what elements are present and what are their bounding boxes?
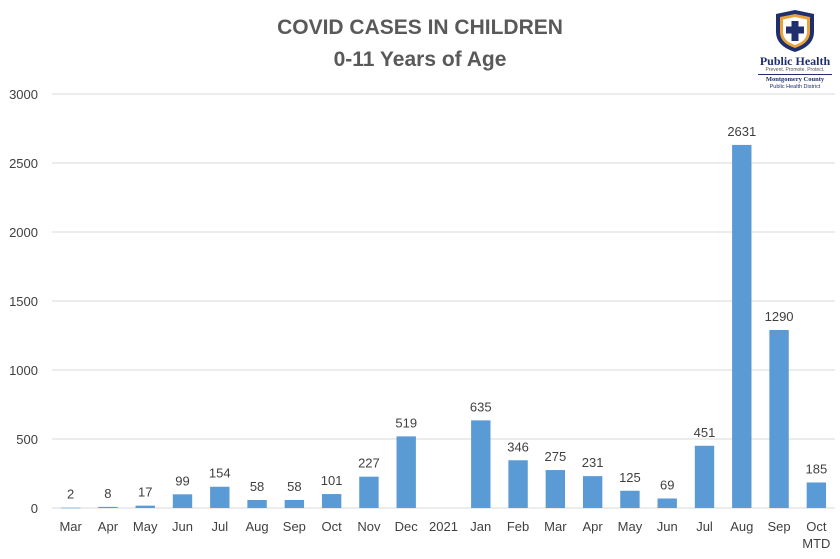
chart-title: COVID CASES IN CHILDREN [277,16,563,39]
data-label: 99 [175,473,189,488]
x-tick-label: Mar [59,519,82,534]
data-label: 69 [660,477,674,492]
x-tick-label: Apr [98,519,119,534]
logo-district: Public Health District [769,84,821,90]
x-tick-label: Nov [357,519,381,534]
bar [284,499,305,508]
data-label: 1290 [765,309,794,324]
logo-county: Montgomery County [765,76,825,83]
y-tick-label: 1000 [9,363,38,378]
bar [247,499,267,508]
y-tick-label: 3000 [9,87,38,102]
data-label: 346 [507,439,529,454]
data-label: 154 [209,466,231,481]
public-health-logo: Public Health Prevent. Promote. Protect.… [752,8,838,98]
data-label: 231 [582,455,604,470]
x-tick-label: Jul [211,519,228,534]
data-label: 451 [694,425,716,440]
bar [359,476,379,508]
x-tick-label: Mar [544,519,567,534]
y-tick-label: 0 [31,501,38,516]
data-label: 58 [287,479,301,494]
data-label: 227 [358,456,380,471]
data-label: 519 [395,415,417,430]
x-tick-label: Sep [768,519,791,534]
bar [60,507,81,509]
bar [694,445,715,508]
data-label: 58 [250,479,264,494]
data-label: 2631 [727,124,756,139]
bar [98,506,118,508]
bar [135,505,155,508]
bar [172,494,193,508]
bar [210,486,230,508]
x-tick-label: Aug [246,519,269,534]
bar [396,436,416,508]
y-tick-label: 2500 [9,156,38,171]
bar [806,482,827,508]
bar [582,476,603,508]
logo-name: Public Health [759,54,831,68]
x-tick-label: Feb [507,519,529,534]
x-tick-label: Jun [172,519,193,534]
data-label: 2 [67,487,74,502]
bar [769,329,789,508]
bar [657,498,677,508]
bar [321,494,342,508]
x-tick-label: May [133,519,158,534]
x-tick-label: 2021 [429,519,458,534]
logo-divider [758,74,832,75]
y-tick-label: 2000 [9,225,38,240]
logo-tagline: Prevent. Promote. Protect. [765,67,825,73]
data-label: 101 [321,473,343,488]
chart-subtitle: 0-11 Years of Age [333,48,507,71]
bar [732,144,752,508]
data-label: 125 [619,470,641,485]
x-tick-label: Dec [395,519,419,534]
data-label: 275 [545,449,567,464]
shield-cross-icon [776,10,814,52]
x-tick-label: Jul [696,519,713,534]
x-tick-label: Oct [322,519,343,534]
data-label: 17 [138,485,152,500]
bar [508,460,528,508]
bar [545,470,566,508]
x-tick-label: Oct [806,519,827,534]
x-tick-label: Apr [583,519,604,534]
bar [471,420,491,508]
x-tick-label: Sep [283,519,306,534]
x-tick-label: MTD [802,536,830,551]
bar [620,490,640,508]
x-tick-label: Jun [657,519,678,534]
data-label: 185 [806,461,828,476]
x-tick-label: May [618,519,643,534]
y-tick-label: 500 [16,432,38,447]
data-label: 8 [104,486,111,501]
data-label: 635 [470,399,492,414]
x-tick-label: Aug [730,519,753,534]
x-tick-label: Jan [470,519,491,534]
y-tick-label: 1500 [9,294,38,309]
